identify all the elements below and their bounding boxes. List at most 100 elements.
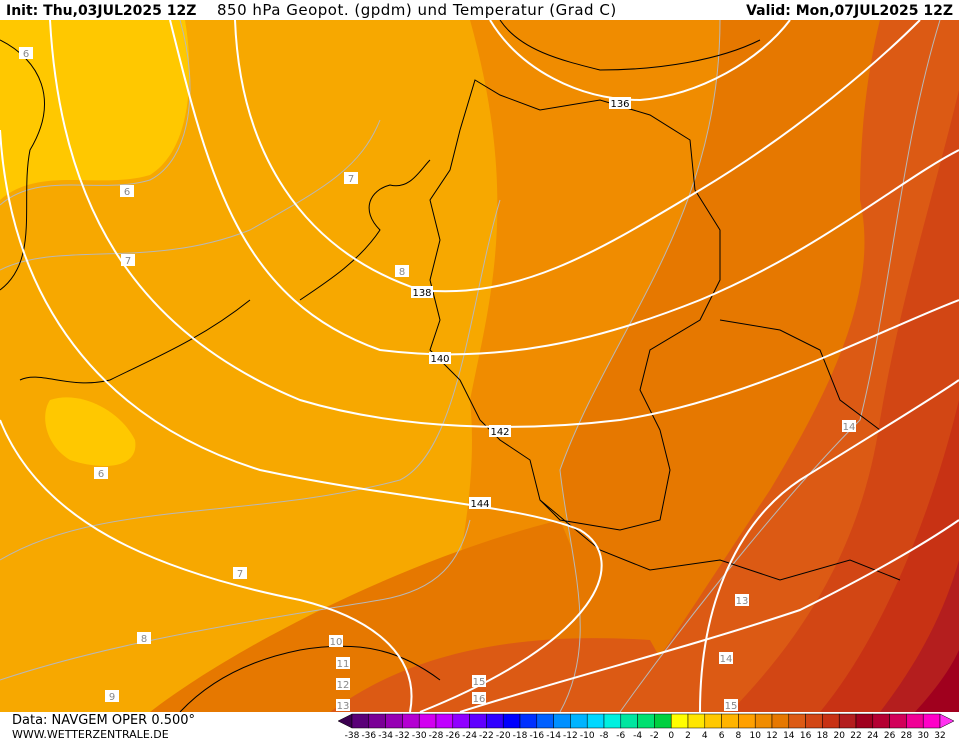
contour-label-bg <box>735 594 749 606</box>
isobar <box>489 19 791 102</box>
contour-label-bg <box>336 657 350 669</box>
contour-label: 6 <box>23 49 29 60</box>
country-border <box>719 319 881 431</box>
isotherm <box>0 199 501 561</box>
colorbar-swatch <box>603 713 622 729</box>
map-area <box>0 19 959 713</box>
contour-label: 136 <box>610 99 629 110</box>
colorbar-swatch <box>805 713 823 729</box>
contour-label-bg <box>120 185 134 197</box>
colorbar-swatch <box>586 713 605 729</box>
colorbar-tick-label: 0 <box>668 731 674 741</box>
colorbar-tick-label: 8 <box>736 731 742 741</box>
colorbar-tick-label: 26 <box>884 731 896 741</box>
contour-label-bg <box>336 699 350 711</box>
init-time: Init: Thu,03JUL2025 12Z <box>6 3 196 19</box>
colorbar-swatch <box>637 713 655 729</box>
contour-label-bg <box>472 675 486 687</box>
colorbar-swatch <box>368 713 386 729</box>
colorbar-tick-label: 6 <box>719 731 725 741</box>
contour-label: 14 <box>720 654 733 665</box>
isobar <box>169 19 959 356</box>
isobar <box>49 19 959 428</box>
colorbar-tick-label: -16 <box>529 731 544 741</box>
isobar <box>0 419 413 713</box>
contour-label-bg <box>19 47 33 59</box>
contour-label: 7 <box>125 256 131 267</box>
temp-band <box>0 20 190 200</box>
colorbar-swatch <box>855 713 874 729</box>
colorbar-tick-label: 16 <box>800 731 812 741</box>
isotherm <box>0 519 471 681</box>
contour-label-bg <box>137 632 151 644</box>
contour-label: 138 <box>412 288 431 299</box>
country-border <box>539 499 901 581</box>
contour-label-bg <box>724 699 738 711</box>
colorbar-swatch <box>771 713 790 729</box>
contour-label: 142 <box>490 427 509 438</box>
isobar <box>699 379 959 713</box>
colorbar-tick-label: -8 <box>600 731 609 741</box>
colorbar-swatch <box>670 713 689 729</box>
contour-label: 7 <box>237 569 243 580</box>
contour-label-bg <box>489 425 511 437</box>
colorbar-tick-label: 32 <box>934 731 945 741</box>
colorbar-tick-label: -18 <box>513 731 528 741</box>
colorbar-swatch <box>654 713 672 729</box>
colorbar-tick-label: 4 <box>702 731 708 741</box>
contour-label: 140 <box>430 354 449 365</box>
colorbar-tick-label: -22 <box>479 731 494 741</box>
contour-label: 11 <box>337 659 350 670</box>
contour-label-bg <box>336 678 350 690</box>
colorbar-swatch <box>553 713 571 729</box>
colorbar-swatch <box>704 713 722 729</box>
contour-label-bg <box>395 265 409 277</box>
contour-label-bg <box>411 286 433 298</box>
contour-label-bg <box>105 690 119 702</box>
colorbar-swatch <box>385 713 403 729</box>
colorbar-swatch <box>620 713 638 729</box>
contour-label-bg <box>94 467 108 479</box>
colorbar-tick-label: -32 <box>395 731 410 741</box>
contour-label: 14 <box>843 422 856 433</box>
contour-label-bg <box>121 254 135 266</box>
temp-band <box>45 397 136 466</box>
colorbar-swatch <box>418 713 437 729</box>
contour-label: 10 <box>330 637 343 648</box>
contour-label: 9 <box>109 692 115 703</box>
contour-label: 13 <box>736 596 749 607</box>
colorbar-tick-label: 28 <box>901 731 913 741</box>
colorbar-tick-label: -4 <box>633 731 642 741</box>
contour-label-bg <box>842 420 856 432</box>
colorbar-tick-label: -26 <box>445 731 460 741</box>
header-bar <box>0 0 959 20</box>
temp-band <box>820 400 959 712</box>
colorbar-tick-label: -38 <box>345 731 360 741</box>
contour-label: 15 <box>725 701 738 712</box>
colorbar-swatch <box>570 713 588 729</box>
colorbar-tick-label: 18 <box>817 731 829 741</box>
isotherm <box>0 19 191 206</box>
colorbar-swatch <box>788 713 806 729</box>
colorbar-tick-label: -28 <box>429 731 444 741</box>
isobar <box>234 19 921 293</box>
colorbar-tick-label: -20 <box>496 731 511 741</box>
colorbar-swatch <box>838 713 857 729</box>
colorbar-swatch <box>872 713 890 729</box>
colorbar-tick-label: 30 <box>917 731 929 741</box>
contour-label-bg <box>344 172 358 184</box>
colorbar-tick-label: -12 <box>563 731 578 741</box>
contour-label-bg <box>719 652 733 664</box>
colorbar-tick-label: 2 <box>685 731 691 741</box>
colorbar-tick-label: -36 <box>361 731 376 741</box>
coastline <box>19 299 251 384</box>
contour-label: 15 <box>473 677 486 688</box>
colorbar-arrow <box>939 713 955 729</box>
contour-label: 144 <box>470 499 489 510</box>
contour-label: 6 <box>124 187 130 198</box>
colorbar-tick-label: -24 <box>462 731 477 741</box>
colorbar-tick-label: -30 <box>412 731 427 741</box>
map-title: 850 hPa Geopot. (gpdm) und Temperatur (G… <box>217 1 617 19</box>
contour-label-bg <box>472 692 486 704</box>
